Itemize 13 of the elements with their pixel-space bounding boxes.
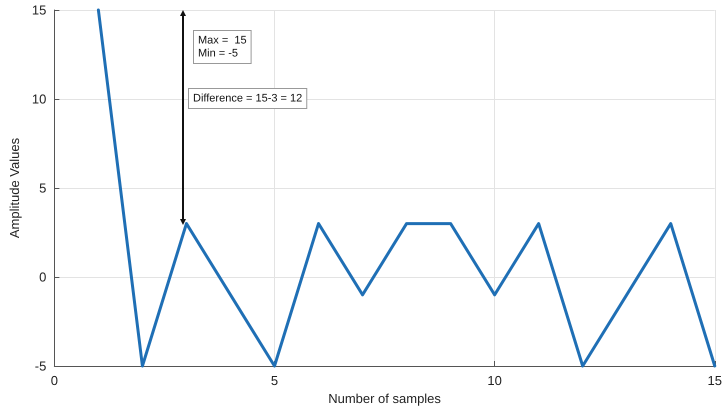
- y-tick-label: 10: [32, 92, 46, 106]
- annotation: Max = 15 Min = -5: [198, 34, 247, 60]
- x-axis-title: Number of samples: [328, 391, 442, 406]
- x-tick-label: 15: [708, 373, 722, 388]
- x-tick-label: 10: [487, 373, 502, 388]
- x-tick-label: 5: [270, 373, 278, 388]
- y-axis-title: Amplitude Values: [7, 137, 22, 238]
- y-tick-label: 15: [32, 2, 46, 18]
- annotation: Difference = 15-3 = 12: [193, 92, 302, 104]
- y-tick-label: 0: [39, 270, 46, 284]
- x-tick-label: 0: [50, 373, 58, 388]
- y-tick-label: 5: [39, 180, 46, 196]
- y-tick-label: -5: [34, 358, 46, 374]
